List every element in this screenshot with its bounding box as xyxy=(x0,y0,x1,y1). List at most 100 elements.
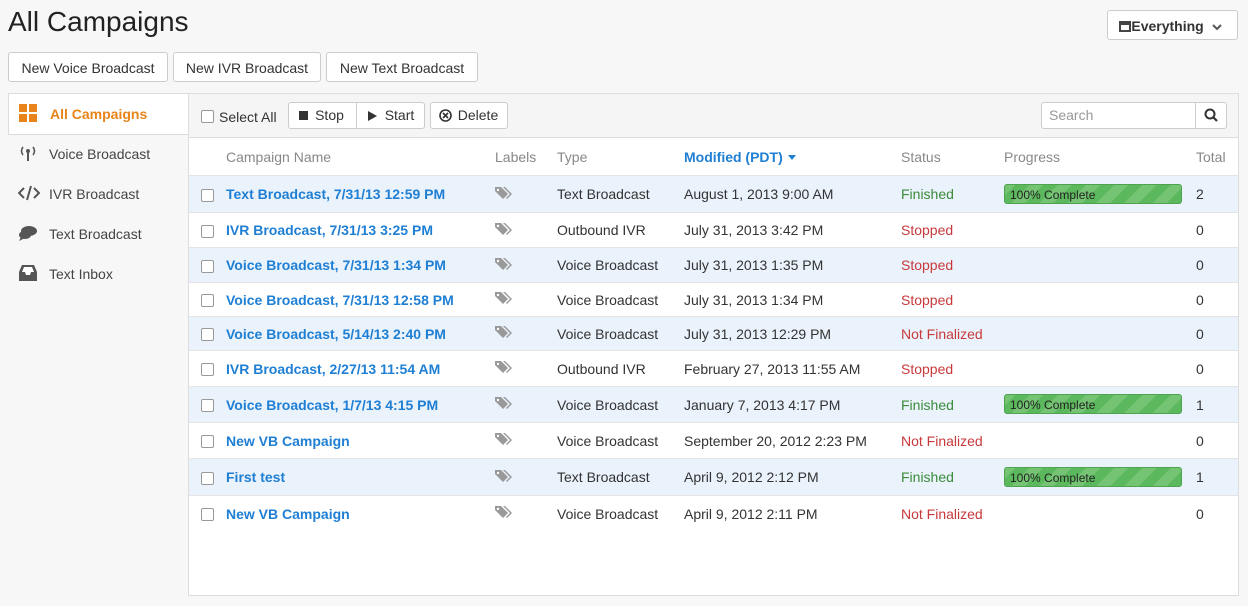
start-label: Start xyxy=(384,107,415,123)
new-ivr-button[interactable]: New IVR Broadcast xyxy=(173,52,321,82)
campaign-type: Voice Broadcast xyxy=(557,397,659,413)
campaign-status: Not Finalized xyxy=(901,326,983,342)
campaign-type: Voice Broadcast xyxy=(557,326,659,342)
table-row: Voice Broadcast, 5/14/13 2:40 PM Voice Br… xyxy=(189,316,1238,351)
campaign-type: Voice Broadcast xyxy=(557,506,659,522)
modified-date: July 31, 2013 12:29 PM xyxy=(684,326,832,342)
antenna-icon xyxy=(20,146,36,161)
labels-icon[interactable] xyxy=(495,186,513,200)
column-header[interactable]: Progress xyxy=(1004,149,1061,165)
chat-icon xyxy=(19,226,37,241)
grid-icon xyxy=(19,104,37,122)
campaign-link[interactable]: Voice Broadcast, 7/31/13 12:58 PM xyxy=(226,292,454,308)
modified-date: September 20, 2012 2:23 PM xyxy=(684,433,867,449)
search-button[interactable] xyxy=(1195,102,1227,129)
filter-label: Everything xyxy=(1131,18,1204,34)
table-row: IVR Broadcast, 2/27/13 11:54 AM Outbound … xyxy=(189,350,1238,387)
campaign-type: Text Broadcast xyxy=(557,186,650,202)
sidebar-item[interactable]: Text Broadcast xyxy=(8,214,188,254)
table-row: Voice Broadcast, 7/31/13 1:34 PM Voice Br… xyxy=(189,247,1238,283)
labels-icon[interactable] xyxy=(495,291,513,305)
row-checkbox[interactable] xyxy=(201,508,214,521)
modified-date: August 1, 2013 9:00 AM xyxy=(684,186,834,202)
new-text-button[interactable]: New Text Broadcast xyxy=(326,52,478,82)
select-all-checkbox[interactable] xyxy=(201,110,214,123)
sidebar-item[interactable]: All Campaigns xyxy=(8,93,190,135)
modified-date: February 27, 2013 11:55 AM xyxy=(684,361,861,377)
stop-label: Stop xyxy=(315,107,344,123)
new-voice-button[interactable]: New Voice Broadcast xyxy=(8,52,168,82)
sidebar-item[interactable]: Text Inbox xyxy=(8,254,188,294)
total-count: 2 xyxy=(1196,186,1204,202)
row-checkbox[interactable] xyxy=(201,435,214,448)
row-checkbox[interactable] xyxy=(201,399,214,412)
table-row: New VB Campaign Voice Broadcast April 9, 2… xyxy=(189,495,1238,532)
campaign-link[interactable]: Text Broadcast, 7/31/13 12:59 PM xyxy=(226,186,446,202)
campaign-status: Stopped xyxy=(901,257,954,273)
column-header[interactable]: Modified (PDT) xyxy=(684,138,799,176)
labels-icon[interactable] xyxy=(495,222,513,236)
labels-icon[interactable] xyxy=(495,432,513,446)
campaign-status: Not Finalized xyxy=(901,506,983,522)
search-input[interactable]: Search xyxy=(1041,102,1197,129)
total-count: 0 xyxy=(1196,506,1204,522)
column-header[interactable]: Status xyxy=(901,149,941,165)
table-row: Voice Broadcast, 7/31/13 12:58 PM Voice B… xyxy=(189,282,1238,317)
campaign-status: Not Finalized xyxy=(901,433,983,449)
labels-icon[interactable] xyxy=(495,325,513,339)
code-icon xyxy=(18,185,40,201)
campaign-type: Voice Broadcast xyxy=(557,257,659,273)
modified-date: July 31, 2013 1:34 PM xyxy=(684,292,824,308)
campaign-link[interactable]: Voice Broadcast, 7/31/13 1:34 PM xyxy=(226,257,446,273)
sidebar-item[interactable]: IVR Broadcast xyxy=(8,174,188,214)
page-title: All Campaigns xyxy=(8,6,189,37)
modified-date: January 7, 2013 4:17 PM xyxy=(684,397,841,413)
stop-button[interactable]: Stop xyxy=(288,102,357,129)
filter-dropdown[interactable]: Everything xyxy=(1107,10,1238,40)
sidebar-label: IVR Broadcast xyxy=(49,186,140,202)
delete-button[interactable]: Delete xyxy=(430,102,508,129)
sidebar-item[interactable]: Voice Broadcast xyxy=(8,134,188,174)
calendar-icon xyxy=(1119,21,1131,32)
progress-bar: 100% Complete xyxy=(1004,394,1182,414)
campaign-link[interactable]: First test xyxy=(226,469,286,485)
campaign-link[interactable]: IVR Broadcast, 2/27/13 11:54 AM xyxy=(226,361,441,377)
row-checkbox[interactable] xyxy=(201,224,214,238)
labels-icon[interactable] xyxy=(495,360,513,374)
campaign-link[interactable]: Voice Broadcast, 1/7/13 4:15 PM xyxy=(226,397,439,413)
campaign-link[interactable]: IVR Broadcast, 7/31/13 3:25 PM xyxy=(226,222,433,238)
column-header[interactable]: Campaign Name xyxy=(226,149,332,165)
delete-label: Delete xyxy=(457,107,499,123)
campaign-status: Stopped xyxy=(901,292,954,308)
campaign-link[interactable]: New VB Campaign xyxy=(226,506,350,522)
campaign-status: Finished xyxy=(901,469,954,485)
sidebar-label: Text Broadcast xyxy=(49,226,142,242)
row-checkbox[interactable] xyxy=(201,259,214,273)
column-header[interactable]: Type xyxy=(557,149,588,165)
main-panel: Select All Stop Start Delete Search Camp… xyxy=(188,93,1239,596)
sort-caret xyxy=(787,155,796,160)
labels-icon[interactable] xyxy=(495,396,513,410)
row-checkbox[interactable] xyxy=(201,294,214,307)
campaign-link[interactable]: Voice Broadcast, 5/14/13 2:40 PM xyxy=(226,326,446,342)
chevron xyxy=(1211,24,1222,31)
total-count: 0 xyxy=(1196,257,1204,273)
labels-icon[interactable] xyxy=(495,469,513,483)
progress-bar: 100% Complete xyxy=(1004,183,1182,204)
sidebar-label: Text Inbox xyxy=(49,266,113,282)
row-checkbox[interactable] xyxy=(201,188,214,202)
total-count: 0 xyxy=(1196,433,1204,449)
start-button[interactable]: Start xyxy=(356,102,425,129)
row-checkbox[interactable] xyxy=(201,471,214,485)
column-header[interactable]: Total xyxy=(1196,149,1226,165)
row-checkbox[interactable] xyxy=(201,363,214,376)
labels-icon[interactable] xyxy=(495,505,513,519)
row-checkbox[interactable] xyxy=(201,328,214,341)
sidebar-label: All Campaigns xyxy=(50,106,148,122)
campaign-type: Outbound IVR xyxy=(557,222,646,238)
campaign-type: Voice Broadcast xyxy=(557,433,659,449)
stop-icon xyxy=(299,111,308,120)
column-header[interactable]: Labels xyxy=(495,149,537,165)
labels-icon[interactable] xyxy=(495,257,513,271)
campaign-link[interactable]: New VB Campaign xyxy=(226,433,350,449)
